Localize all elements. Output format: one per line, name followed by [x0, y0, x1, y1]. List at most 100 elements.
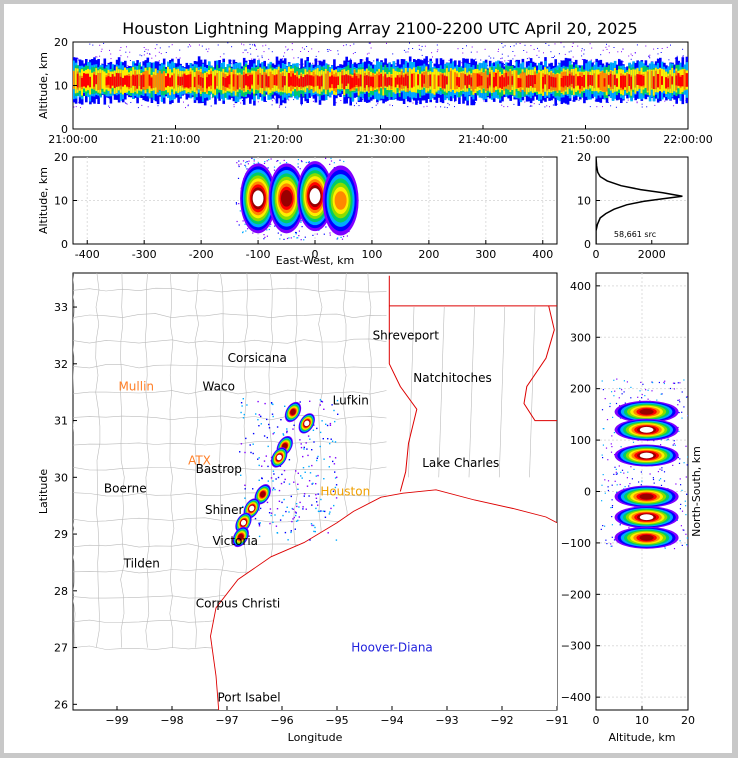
density-dot — [312, 482, 314, 485]
density-dot — [647, 389, 649, 391]
y-axis-label: Altitude, km — [37, 167, 50, 234]
density-dot — [77, 58, 79, 60]
density-dot — [272, 521, 274, 523]
density-dot — [583, 49, 585, 51]
density-dot — [420, 49, 422, 51]
density-dot — [652, 477, 654, 479]
density-dot — [300, 446, 303, 449]
density-column — [74, 68, 78, 94]
density-dot — [501, 61, 503, 63]
density-column — [273, 75, 277, 86]
density-column — [322, 71, 326, 90]
storm-cell-ring — [639, 426, 654, 433]
density-column — [542, 76, 545, 89]
y-tick-label: −200 — [561, 588, 591, 601]
density-column — [601, 71, 605, 92]
density-dot — [686, 493, 688, 495]
density-dot — [624, 486, 626, 488]
density-dot — [295, 231, 297, 234]
density-dot — [271, 402, 273, 405]
density-dot — [334, 471, 336, 473]
density-dot — [319, 404, 321, 406]
density-column — [80, 78, 84, 87]
county-line — [73, 313, 387, 319]
density-dot — [254, 43, 256, 45]
y-tick-label: 0 — [584, 486, 591, 499]
density-dot — [615, 106, 617, 108]
density-dot — [611, 545, 613, 547]
density-dot — [273, 169, 276, 171]
density-dot — [319, 445, 321, 448]
density-dot — [108, 105, 110, 107]
density-dot — [497, 51, 499, 52]
density-dot — [507, 55, 509, 57]
density-dot — [546, 105, 548, 107]
density-dot — [677, 399, 679, 401]
density-dot — [187, 46, 189, 48]
density-column — [132, 74, 135, 86]
density-dot — [323, 233, 325, 235]
density-dot — [679, 382, 681, 384]
storm-cell-ring — [249, 505, 255, 512]
density-dot — [301, 226, 303, 228]
density-dot — [241, 405, 243, 407]
density-column — [173, 73, 176, 89]
density-column — [265, 74, 268, 87]
density-column — [101, 70, 104, 89]
density-column — [353, 73, 357, 87]
density-column — [195, 71, 199, 91]
density-dot — [330, 160, 333, 162]
density-dot — [205, 48, 207, 50]
density-dot — [611, 506, 613, 508]
tx-la-border — [388, 275, 418, 492]
density-column — [380, 74, 383, 87]
density-column — [683, 69, 687, 90]
density-dot — [607, 486, 609, 488]
x-tick-label: 100 — [361, 248, 382, 261]
density-dot — [640, 471, 642, 473]
density-dot — [616, 378, 618, 380]
density-dot — [548, 44, 550, 46]
density-dot — [279, 105, 281, 107]
density-dot — [601, 484, 603, 486]
density-dot — [303, 48, 305, 50]
density-dot — [335, 497, 338, 499]
density-dot — [248, 63, 250, 65]
density-dot — [529, 105, 531, 107]
density-column — [681, 75, 685, 87]
density-column — [406, 75, 410, 89]
density-dot — [258, 479, 260, 481]
density-dot — [336, 399, 339, 402]
density-dot — [600, 54, 602, 56]
density-dot — [454, 106, 455, 108]
density-dot — [616, 491, 618, 493]
density-dot — [614, 390, 616, 392]
density-dot — [636, 102, 638, 104]
storm-cell-ring — [290, 409, 296, 415]
density-dot — [334, 486, 337, 489]
density-dot — [673, 548, 676, 550]
density-column — [439, 73, 443, 87]
density-dot — [560, 42, 562, 44]
density-column — [646, 71, 650, 91]
x-tick-label: −95 — [325, 714, 348, 727]
density-column — [402, 77, 406, 86]
density-dot — [687, 415, 688, 417]
density-column — [419, 73, 422, 90]
density-dot — [272, 415, 274, 418]
y-tick-label: 10 — [54, 80, 68, 93]
y-tick-label: 30 — [54, 471, 68, 484]
density-dot — [471, 46, 473, 48]
density-dot — [657, 48, 659, 49]
density-dot — [653, 440, 655, 442]
density-dot — [531, 105, 533, 107]
density-dot — [271, 51, 273, 53]
density-dot — [187, 104, 189, 106]
density-column — [304, 75, 307, 87]
density-column — [73, 71, 76, 89]
density-dot — [656, 399, 658, 401]
place-label: Natchitoches — [413, 371, 491, 385]
density-dot — [80, 107, 81, 109]
density-dot — [238, 203, 240, 205]
density-dot — [339, 159, 341, 161]
